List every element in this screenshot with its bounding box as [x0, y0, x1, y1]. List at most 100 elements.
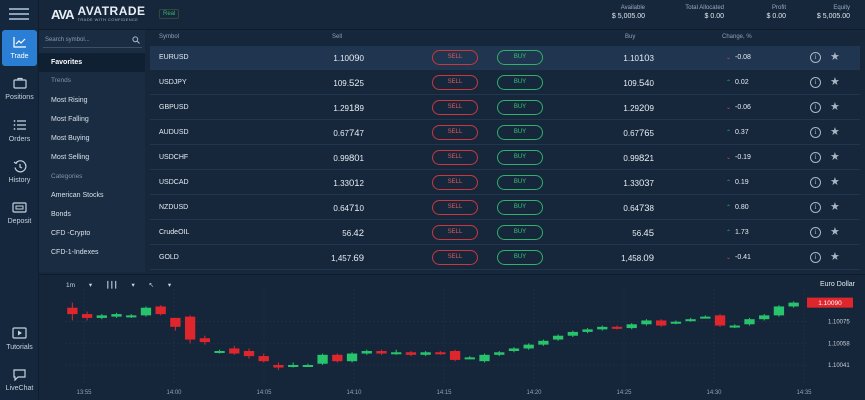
info-icon[interactable]: i	[810, 227, 821, 238]
instrument-row[interactable]: GBPUSD 1.29189 SELL BUY 1.29209 ⌄ -0.06 i…	[150, 96, 860, 120]
info-icon[interactable]: i	[810, 202, 821, 213]
star-icon[interactable]: ★	[830, 201, 840, 213]
trend-most-rising[interactable]: Most Rising	[51, 97, 88, 104]
account-mode-badge[interactable]: Real	[159, 9, 180, 19]
cursor-tool-select[interactable]: ↖ ▾	[148, 282, 172, 289]
info-icon[interactable]: i	[810, 52, 821, 63]
instrument-symbol: NZDUSD	[159, 204, 189, 211]
chart-icon	[12, 36, 28, 50]
star-icon[interactable]: ★	[830, 126, 840, 138]
star-icon[interactable]: ★	[830, 101, 840, 113]
instrument-row[interactable]: AUDUSD 0.67747 SELL BUY 0.67765 ⌃ 0.37 i …	[150, 121, 860, 145]
brand-logo[interactable]: AVA AVATRADE TRADE WITH CONFIDENCE	[51, 4, 146, 22]
hamburger-menu-icon[interactable]	[9, 8, 29, 23]
info-icon[interactable]: i	[810, 252, 821, 263]
buy-button[interactable]: BUY	[497, 125, 543, 140]
nav-orders[interactable]: Orders	[0, 119, 39, 143]
trend-most-selling[interactable]: Most Selling	[51, 154, 90, 161]
search-icon[interactable]	[132, 36, 140, 46]
symbol-search-input[interactable]: Search symbol...	[43, 34, 142, 48]
sell-button[interactable]: SELL	[432, 200, 478, 215]
sell-price: 56.42	[304, 228, 364, 239]
instrument-row[interactable]: NZDUSD 0.64710 SELL BUY 0.64738 ⌃ 0.80 i …	[150, 196, 860, 220]
stat-profit-label: Profit	[771, 5, 786, 11]
candlestick-chart[interactable]: 13:55 14:00 14:05 14:10 14:15 14:20 14:25 14:30…	[39, 275, 865, 400]
nav-trade[interactable]: Trade	[2, 30, 37, 66]
buy-button[interactable]: BUY	[497, 50, 543, 65]
info-icon[interactable]: i	[810, 152, 821, 163]
sell-button[interactable]: SELL	[432, 50, 478, 65]
star-icon[interactable]: ★	[830, 226, 840, 238]
nav-positions[interactable]: Positions	[0, 77, 39, 101]
trend-most-falling[interactable]: Most Falling	[51, 116, 89, 123]
x-tick-label: 13:55	[76, 390, 92, 396]
info-icon[interactable]: i	[810, 77, 821, 88]
sell-button[interactable]: SELL	[432, 150, 478, 165]
info-icon[interactable]: i	[810, 127, 821, 138]
category-cfd-indexes[interactable]: CFD-1-Indexes	[51, 249, 99, 256]
star-icon[interactable]: ★	[830, 176, 840, 188]
nav-livechat[interactable]: LiveChat	[0, 368, 39, 392]
category-cfd-crypto[interactable]: CFD -Crypto	[51, 230, 91, 237]
sell-price-pips: 71	[348, 203, 360, 214]
instrument-row[interactable]: EURUSD 1.10090 SELL BUY 1.10103 ⌄ -0.08 i…	[150, 46, 860, 70]
instrument-row[interactable]: CrudeOIL 56.42 SELL BUY 56.45 ⌃ 1.73 i ★	[150, 221, 860, 245]
buy-price-pips: 09	[643, 253, 654, 264]
candle-body	[126, 315, 137, 318]
info-icon[interactable]: i	[810, 102, 821, 113]
nav-history[interactable]: History	[0, 160, 39, 184]
category-american-stocks[interactable]: American Stocks	[51, 192, 104, 199]
candle-body	[626, 324, 637, 329]
sell-price: 0.64710	[304, 203, 364, 214]
sell-button[interactable]: SELL	[432, 175, 478, 190]
buy-button[interactable]: BUY	[497, 175, 543, 190]
buy-button[interactable]: BUY	[497, 100, 543, 115]
arrow-up-icon: ⌃	[726, 80, 732, 86]
star-icon[interactable]: ★	[830, 251, 840, 263]
sell-button[interactable]: SELL	[432, 250, 478, 265]
nav-deposit[interactable]: Deposit	[0, 201, 39, 225]
sell-button[interactable]: SELL	[432, 125, 478, 140]
chart-type-select[interactable]: ┃┃┃ ▾	[105, 282, 135, 289]
info-icon[interactable]: i	[810, 177, 821, 188]
buy-button[interactable]: BUY	[497, 225, 543, 240]
col-symbol: Symbol	[159, 34, 180, 40]
change-value: -0.41	[735, 254, 751, 261]
trend-most-buying[interactable]: Most Buying	[51, 135, 90, 142]
candle-body	[391, 352, 402, 355]
sell-button[interactable]: SELL	[432, 225, 478, 240]
candle-body	[288, 365, 299, 367]
candle-body	[376, 351, 387, 354]
stat-profit-value: $ 0.00	[766, 13, 786, 20]
star-icon[interactable]: ★	[830, 151, 840, 163]
instrument-row[interactable]: USDCHF 0.99801 SELL BUY 0.99821 ⌄ -0.19 i…	[150, 146, 860, 170]
sell-button[interactable]: SELL	[432, 100, 478, 115]
chat-icon	[12, 368, 28, 382]
nav-livechat-label: LiveChat	[5, 385, 34, 392]
timeframe-select[interactable]: 1m ▾	[66, 282, 93, 289]
buy-price-prefix: 1,458.	[621, 254, 644, 263]
instrument-symbol: USDCAD	[159, 179, 189, 186]
brand-name: AVATRADE	[77, 4, 146, 18]
candle-body	[567, 331, 578, 336]
buy-price-pips: 03	[638, 178, 650, 189]
buy-button[interactable]: BUY	[497, 250, 543, 265]
instrument-symbol: GBPUSD	[159, 104, 189, 111]
sell-price-pips: 42	[353, 228, 364, 239]
change-cell: ⌃ 0.80	[726, 204, 776, 211]
category-bonds[interactable]: Bonds	[51, 211, 71, 218]
candle-body	[685, 319, 696, 322]
nav-tutorials[interactable]: Tutorials	[0, 327, 39, 351]
instrument-row[interactable]: USDCAD 1.33012 SELL BUY 1.33037 ⌃ 0.19 i …	[150, 171, 860, 195]
category-favorites[interactable]: Favorites	[39, 53, 145, 72]
buy-button[interactable]: BUY	[497, 150, 543, 165]
star-icon[interactable]: ★	[830, 51, 840, 63]
buy-button[interactable]: BUY	[497, 200, 543, 215]
instrument-row[interactable]: USDJPY 109.525 SELL BUY 109.540 ⌃ 0.02 i …	[150, 71, 860, 95]
buy-button[interactable]: BUY	[497, 75, 543, 90]
sell-button[interactable]: SELL	[432, 75, 478, 90]
candle-body	[523, 344, 534, 349]
candle-body	[435, 352, 446, 355]
instrument-row[interactable]: GOLD 1,457.69 SELL BUY 1,458.09 ⌄ -0.41 i…	[150, 246, 860, 270]
star-icon[interactable]: ★	[830, 76, 840, 88]
